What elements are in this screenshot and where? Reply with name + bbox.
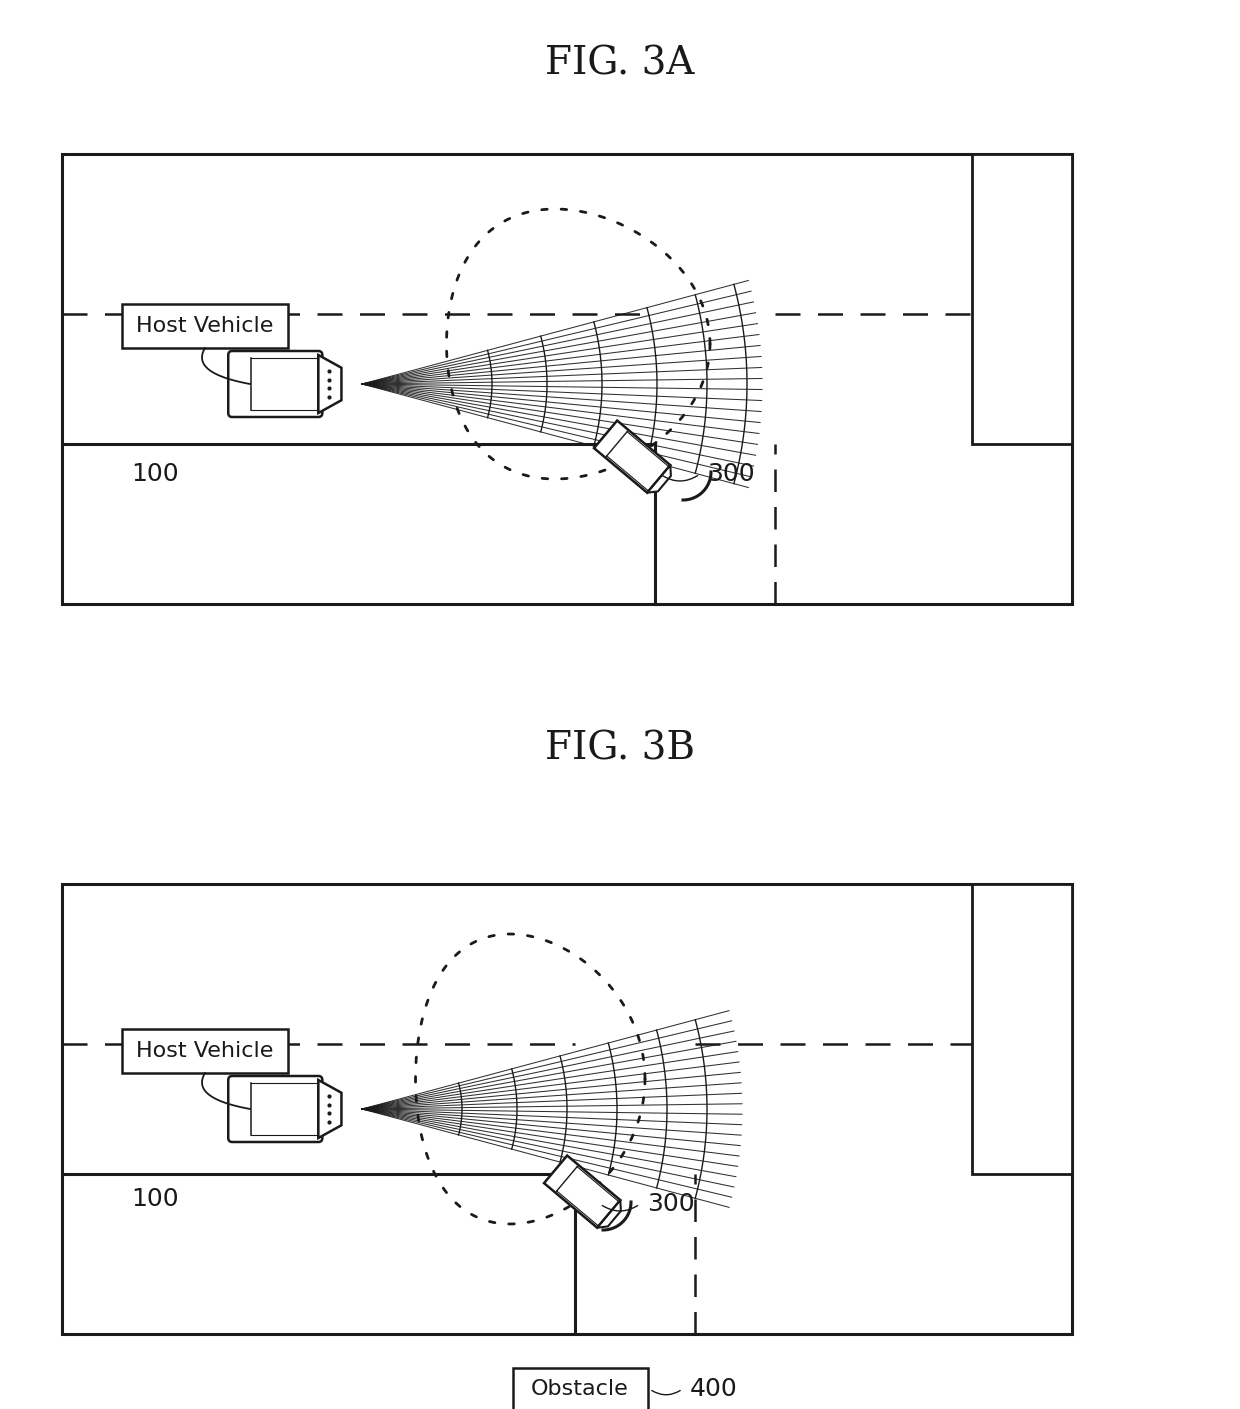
Bar (123, 1029, 288, 1074)
Bar (123, 304, 288, 348)
Polygon shape (319, 355, 341, 413)
Polygon shape (594, 420, 671, 493)
Text: 300: 300 (707, 462, 755, 486)
Text: 100: 100 (131, 462, 179, 486)
Polygon shape (319, 1081, 341, 1138)
Bar (512, 1368, 647, 1409)
Bar (972, 154, 1073, 444)
Text: FIG. 3A: FIG. 3A (546, 45, 694, 83)
Text: 400: 400 (689, 1377, 738, 1401)
Polygon shape (598, 1200, 621, 1227)
Polygon shape (544, 1155, 620, 1227)
Text: Host Vehicle: Host Vehicle (136, 316, 274, 335)
Bar (972, 883, 1073, 1174)
FancyBboxPatch shape (228, 351, 322, 417)
Text: FIG. 3B: FIG. 3B (546, 730, 694, 768)
Text: Host Vehicle: Host Vehicle (136, 1041, 274, 1061)
Polygon shape (647, 465, 671, 493)
Text: 300: 300 (647, 1192, 694, 1216)
Text: Obstacle: Obstacle (531, 1379, 629, 1399)
Text: 100: 100 (131, 1186, 179, 1210)
FancyBboxPatch shape (228, 1076, 322, 1143)
Bar (62, 154, 1073, 604)
Bar (62, 883, 1073, 1334)
